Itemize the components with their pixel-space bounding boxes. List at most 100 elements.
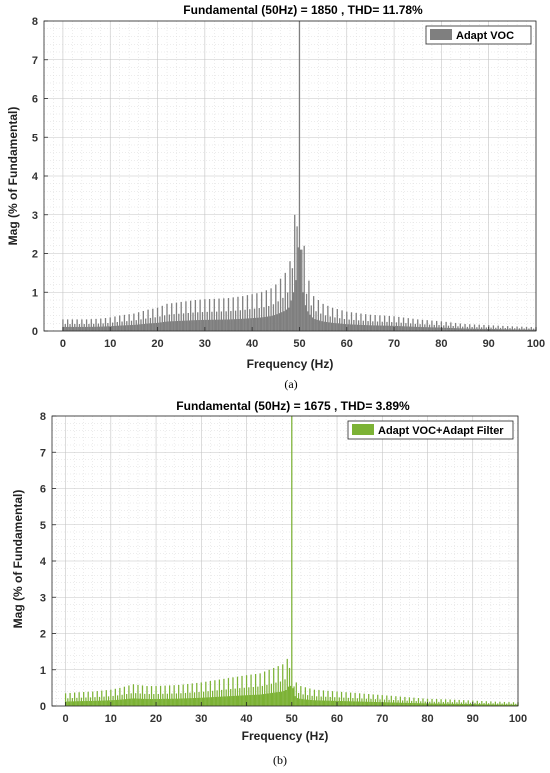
spectrum-bar [279, 681, 282, 706]
spectrum-bar [509, 704, 511, 706]
spectrum-bar [351, 701, 353, 706]
spectrum-bar [238, 318, 240, 331]
spectrum-bar [196, 682, 198, 706]
spectrum-bar [140, 698, 142, 706]
spectrum-bar [352, 698, 354, 706]
spectrum-bar [183, 698, 185, 706]
spectrum-bar [381, 321, 383, 331]
spectrum-bar [461, 703, 464, 706]
spectrum-bar [173, 685, 175, 706]
spectrum-bar [85, 319, 88, 331]
spectrum-bar [258, 694, 260, 706]
spectrum-bar [479, 328, 482, 331]
y-tick-label: 3 [32, 210, 38, 222]
spectrum-bar [510, 703, 512, 706]
spectrum-bar [80, 697, 83, 706]
spectrum-bar [460, 328, 463, 331]
spectrum-bar [89, 697, 92, 706]
spectrum-bar [512, 702, 515, 706]
spectrum-bar [230, 689, 232, 706]
spectrum-bar [280, 691, 283, 706]
spectrum-bar [321, 700, 323, 706]
spectrum-bar [91, 326, 94, 331]
spectrum-bar [165, 321, 167, 331]
spectrum-bar [273, 315, 276, 331]
spectrum-bar [516, 326, 518, 331]
spectrum-bar [395, 696, 397, 706]
spectrum-bar [505, 329, 508, 331]
spectrum-bar [265, 290, 267, 331]
spectrum-bar [195, 320, 198, 331]
chart-a-caption: (a) [284, 377, 297, 391]
chart-b-legend-box [347, 420, 514, 440]
spectrum-bar [405, 702, 407, 706]
spectrum-bar [335, 700, 337, 706]
spectrum-bar [214, 680, 216, 706]
spectrum-bar [277, 301, 279, 331]
x-tick-label: 0 [60, 338, 66, 350]
spectrum-bar [267, 693, 269, 706]
spectrum-bar [428, 703, 430, 706]
y-tick-label: 7 [40, 447, 46, 459]
spectrum-bar [149, 317, 152, 331]
y-tick-label: 6 [32, 94, 38, 106]
spectrum-bar [159, 685, 162, 706]
spectrum-bar [252, 686, 254, 706]
spectrum-bar [308, 280, 310, 331]
spectrum-bar [179, 698, 181, 706]
spectrum-bar [347, 324, 349, 331]
spectrum-bar [253, 694, 256, 706]
spectrum-bar [323, 321, 325, 331]
spectrum-bar [178, 684, 180, 706]
spectrum-bar [372, 321, 374, 331]
spectrum-bar [435, 699, 438, 706]
spectrum-bar [438, 325, 440, 331]
spectrum-bar [185, 698, 188, 706]
spectrum-bar [193, 692, 196, 706]
spectrum-bar [257, 317, 259, 331]
spectrum-bar [484, 328, 486, 331]
spectrum-bar [371, 701, 373, 706]
spectrum-bar [334, 697, 336, 706]
spectrum-bar [283, 690, 285, 706]
spectrum-bar [447, 325, 450, 331]
spectrum-bar [106, 326, 108, 331]
spectrum-bar [359, 693, 361, 706]
spectrum-bar [432, 327, 434, 331]
x-tick-label: 40 [246, 338, 258, 350]
spectrum-bar [84, 701, 86, 706]
spectrum-bar [299, 698, 301, 706]
spectrum-bar [331, 691, 334, 706]
spectrum-bar [399, 696, 401, 706]
spectrum-bar [146, 686, 148, 706]
spectrum-bar [90, 700, 93, 706]
spectrum-bar [234, 688, 236, 706]
chart-a-ticks: 0 10 20 30 40 50 60 70 80 90 100 0 1 2 3 4 5 6 7 8 [32, 16, 545, 350]
spectrum-bar [62, 319, 64, 331]
spectrum-bar [213, 697, 215, 706]
spectrum-bar [356, 698, 359, 706]
spectrum-bar [375, 702, 378, 706]
spectrum-bar [268, 306, 270, 331]
spectrum-bar [276, 314, 278, 331]
spectrum-bar [335, 323, 337, 331]
chart-a-bars [62, 21, 537, 331]
spectrum-bar [83, 691, 85, 706]
spectrum-bar [101, 326, 103, 331]
spectrum-bar [251, 694, 253, 706]
x-tick-label: 10 [104, 338, 116, 350]
spectrum-bar [425, 327, 427, 331]
spectrum-bar [268, 669, 270, 706]
spectrum-bar [222, 696, 224, 706]
spectrum-bar [414, 323, 417, 331]
spectrum-bar [525, 326, 528, 331]
spectrum-bar [454, 322, 457, 331]
spectrum-bar [142, 698, 145, 706]
spectrum-bar [380, 702, 382, 706]
spectrum-bar [231, 319, 233, 331]
spectrum-bar [501, 703, 503, 706]
spectrum-bar [287, 686, 290, 706]
spectrum-bar [192, 698, 195, 706]
spectrum-bar [185, 301, 187, 331]
spectrum-bar [476, 327, 478, 331]
